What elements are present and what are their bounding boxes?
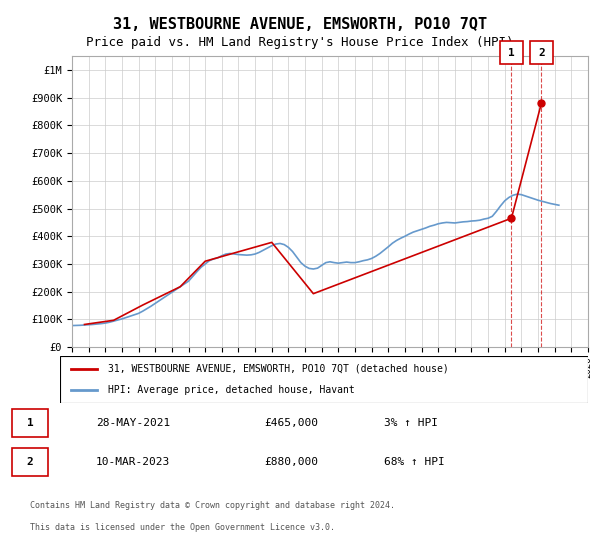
Text: HPI: Average price, detached house, Havant: HPI: Average price, detached house, Hava… — [107, 385, 354, 395]
Text: 2: 2 — [26, 457, 34, 467]
Text: 3% ↑ HPI: 3% ↑ HPI — [384, 418, 438, 428]
Text: Contains HM Land Registry data © Crown copyright and database right 2024.: Contains HM Land Registry data © Crown c… — [30, 501, 395, 510]
Text: £465,000: £465,000 — [264, 418, 318, 428]
Text: £880,000: £880,000 — [264, 457, 318, 467]
Text: 1: 1 — [508, 48, 515, 58]
Text: 10-MAR-2023: 10-MAR-2023 — [96, 457, 170, 467]
Text: 31, WESTBOURNE AVENUE, EMSWORTH, PO10 7QT: 31, WESTBOURNE AVENUE, EMSWORTH, PO10 7Q… — [113, 17, 487, 32]
Text: 31, WESTBOURNE AVENUE, EMSWORTH, PO10 7QT (detached house): 31, WESTBOURNE AVENUE, EMSWORTH, PO10 7Q… — [107, 364, 448, 374]
Text: 1: 1 — [26, 418, 34, 428]
Text: Price paid vs. HM Land Registry's House Price Index (HPI): Price paid vs. HM Land Registry's House … — [86, 36, 514, 49]
FancyBboxPatch shape — [60, 356, 588, 403]
Text: 68% ↑ HPI: 68% ↑ HPI — [384, 457, 445, 467]
Text: 2: 2 — [538, 48, 545, 58]
Text: 28-MAY-2021: 28-MAY-2021 — [96, 418, 170, 428]
Text: This data is licensed under the Open Government Licence v3.0.: This data is licensed under the Open Gov… — [30, 523, 335, 532]
